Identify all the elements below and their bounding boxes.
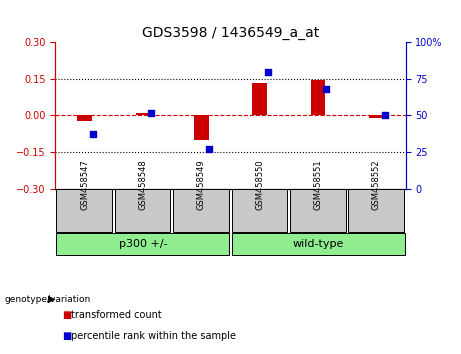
Bar: [57, 233, 229, 255]
Text: ▶: ▶: [48, 294, 56, 304]
Bar: [232, 233, 404, 255]
Bar: [173, 189, 229, 232]
Text: ■: ■: [62, 310, 71, 320]
Bar: [115, 189, 171, 232]
Point: [206, 146, 213, 152]
Text: transformed count: transformed count: [71, 310, 162, 320]
Title: GDS3598 / 1436549_a_at: GDS3598 / 1436549_a_at: [142, 26, 319, 40]
Text: GSM458552: GSM458552: [372, 160, 381, 210]
Text: GSM458549: GSM458549: [197, 160, 206, 210]
Text: p300 +/-: p300 +/-: [118, 239, 167, 249]
Text: ■: ■: [62, 331, 71, 341]
Bar: [194, 115, 208, 140]
Bar: [369, 115, 384, 118]
Text: percentile rank within the sample: percentile rank within the sample: [71, 331, 236, 341]
Bar: [253, 82, 267, 115]
Point: [381, 113, 388, 118]
Point: [147, 110, 154, 115]
Bar: [232, 189, 287, 232]
Text: wild-type: wild-type: [292, 239, 344, 249]
Text: GSM458547: GSM458547: [80, 160, 89, 210]
Bar: [136, 113, 150, 115]
Bar: [57, 189, 112, 232]
Bar: [311, 80, 325, 115]
Text: genotype/variation: genotype/variation: [5, 295, 91, 304]
Text: GSM458548: GSM458548: [138, 160, 148, 210]
Bar: [349, 189, 404, 232]
Bar: [77, 115, 92, 121]
Bar: [290, 189, 346, 232]
Point: [89, 132, 96, 137]
Text: GSM458550: GSM458550: [255, 160, 264, 210]
Point: [264, 69, 272, 75]
Text: GSM458551: GSM458551: [313, 160, 323, 210]
Point: [322, 86, 330, 92]
